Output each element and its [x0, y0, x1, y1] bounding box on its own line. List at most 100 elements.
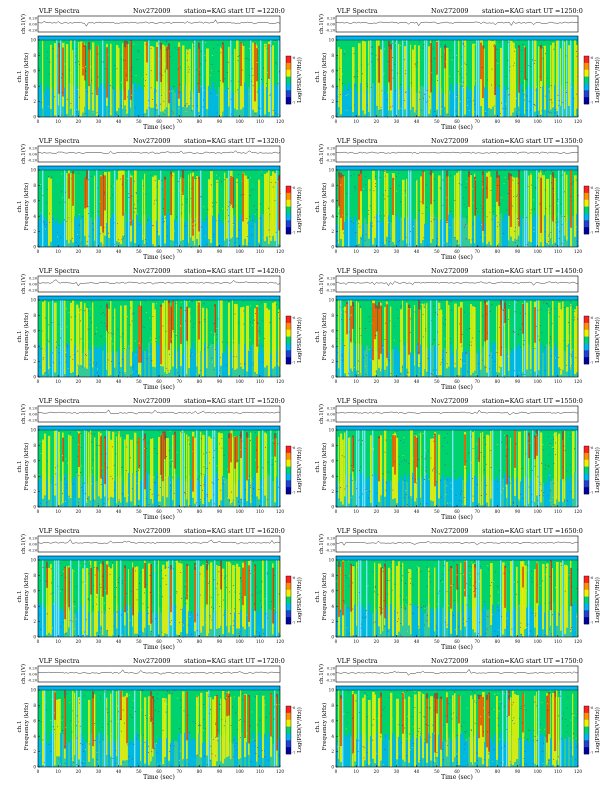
panel-station: station=KAG: [482, 397, 524, 405]
spectrogram-panel-6: VLF Spectra Nov272009 station=KAG start UT …: [315, 267, 601, 391]
y-axis-label: Frequency (kHz): [321, 183, 328, 231]
x-tick-label: 60: [156, 639, 162, 644]
x-tick-label: 10: [353, 639, 359, 644]
y-tick-label: 6: [33, 68, 36, 73]
x-axis-label: Time (sec): [143, 774, 175, 781]
panel-start-ut: start UT =1320:0: [228, 137, 285, 145]
waveform-tick-label: 0.00: [29, 283, 38, 287]
x-tick-label: 120: [276, 509, 284, 514]
panel-station: station=KAG: [482, 657, 524, 665]
colorbar: [285, 55, 292, 105]
y-tick-label: 0: [33, 635, 36, 640]
panel-date: Nov272009: [431, 137, 468, 145]
y-tick-label: 0: [331, 245, 334, 250]
y-axis-channel-label: ch.1: [17, 70, 23, 82]
panel-title: VLF Spectra: [336, 137, 378, 145]
colorbar-label: Log(PSD(V²/Hz)): [594, 57, 601, 103]
panel-station: station=KAG: [482, 267, 524, 275]
colorbar-tick-label: -6: [590, 186, 593, 190]
x-tick-label: 40: [414, 509, 420, 514]
panel-start-ut: start UT =1650:0: [526, 527, 583, 535]
waveform-tick-label: 0.00: [327, 413, 336, 417]
y-tick-label: 4: [33, 344, 36, 349]
spectrogram-panel-5: VLF Spectra Nov272009 station=KAG start UT …: [17, 267, 303, 391]
waveform-axis-label: ch.1(V): [318, 534, 325, 554]
y-tick-label: 6: [331, 718, 334, 723]
y-tick-label: 6: [33, 328, 36, 333]
x-tick-label: 100: [534, 769, 542, 774]
colorbar-tick-label: -7: [590, 751, 593, 755]
x-tick-label: 0: [37, 119, 40, 124]
x-tick-label: 80: [495, 249, 501, 254]
waveform-axis-label: ch.1(V): [20, 404, 27, 424]
y-tick-label: 4: [33, 214, 36, 219]
panel-title: VLF Spectra: [38, 657, 80, 665]
x-tick-label: 70: [474, 509, 480, 514]
y-tick-label: 8: [33, 313, 36, 318]
x-tick-label: 60: [156, 119, 162, 124]
spectrogram-image: [38, 166, 281, 248]
y-tick-label: 6: [331, 588, 334, 593]
waveform-tick-label: 0.00: [327, 543, 336, 547]
x-axis-label: Time (sec): [143, 644, 175, 651]
x-tick-label: 60: [454, 249, 460, 254]
y-axis-label: Frequency (kHz): [23, 313, 30, 361]
waveform-frame: [37, 145, 281, 163]
spectrogram-panel-11: VLF Spectra Nov272009 station=KAG start UT …: [17, 657, 303, 781]
y-axis-channel-label: ch.1: [17, 330, 23, 342]
spectrogram-image: [336, 426, 579, 508]
panel-station: station=KAG: [184, 397, 226, 405]
y-tick-label: 2: [33, 749, 36, 754]
waveform-frame: [335, 535, 579, 553]
y-tick-label: 8: [331, 443, 334, 448]
waveform-tick-label: 0.20: [29, 537, 38, 541]
x-tick-label: 110: [554, 769, 562, 774]
y-tick-label: 8: [331, 313, 334, 318]
panel-start-ut: start UT =1520:0: [228, 397, 285, 405]
y-tick-label: 8: [33, 573, 36, 578]
x-tick-label: 80: [197, 119, 203, 124]
panel-station: station=KAG: [184, 7, 226, 15]
colorbar-label: Log(PSD(V²/Hz)): [296, 577, 303, 623]
waveform-tick-label: -0.20: [28, 679, 38, 683]
waveform-trace: [335, 21, 579, 27]
x-tick-label: 120: [574, 639, 582, 644]
x-tick-label: 50: [434, 119, 440, 124]
x-tick-label: 80: [495, 769, 501, 774]
x-tick-label: 100: [236, 379, 244, 384]
y-axis-label: Frequency (kHz): [23, 183, 30, 231]
colorbar-tick-label: -6: [292, 56, 295, 60]
x-axis-label: Time (sec): [441, 254, 473, 261]
panel-title: VLF Spectra: [336, 397, 378, 405]
x-tick-label: 90: [515, 639, 521, 644]
x-tick-label: 120: [574, 119, 582, 124]
y-tick-label: 0: [33, 505, 36, 510]
y-axis-label: Frequency (kHz): [321, 573, 328, 621]
panel-title: VLF Spectra: [336, 267, 378, 275]
panel-station: station=KAG: [482, 7, 524, 15]
x-tick-label: 70: [176, 639, 182, 644]
x-tick-label: 10: [55, 249, 61, 254]
y-tick-label: 6: [331, 68, 334, 73]
x-tick-label: 120: [276, 379, 284, 384]
x-tick-label: 100: [236, 119, 244, 124]
y-axis-channel-label: ch.1: [315, 720, 321, 732]
waveform-trace: [37, 279, 281, 287]
x-tick-label: 70: [474, 249, 480, 254]
x-tick-label: 40: [116, 379, 122, 384]
x-tick-label: 20: [374, 509, 380, 514]
colorbar-label: Log(PSD(V²/Hz)): [594, 187, 601, 233]
panel-date: Nov272009: [133, 7, 170, 15]
colorbar-tick-label: -6: [590, 316, 593, 320]
panel-start-ut: start UT =1450:0: [526, 267, 583, 275]
x-tick-label: 110: [256, 119, 264, 124]
colorbar: [285, 185, 292, 235]
y-tick-label: 2: [331, 619, 334, 624]
x-tick-label: 110: [554, 249, 562, 254]
x-tick-label: 90: [217, 639, 223, 644]
x-tick-label: 40: [414, 119, 420, 124]
y-axis-channel-label: ch.1: [315, 200, 321, 212]
y-tick-label: 6: [33, 718, 36, 723]
x-tick-label: 30: [96, 119, 102, 124]
spectrogram-panel-2: VLF Spectra Nov272009 station=KAG start UT …: [315, 7, 601, 131]
